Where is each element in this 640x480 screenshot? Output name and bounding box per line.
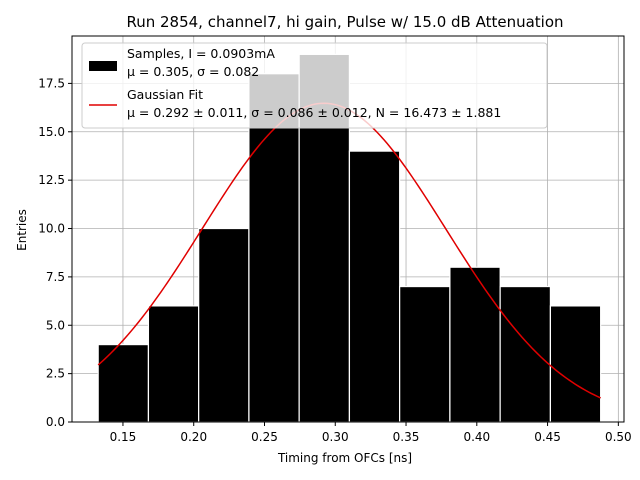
legend-samples-stats: μ = 0.305, σ = 0.082 [127,64,259,79]
legend-samples-swatch [89,61,117,71]
chart-title: Run 2854, channel7, hi gain, Pulse w/ 15… [126,13,563,31]
x-tick-label-6: 0.45 [534,430,561,444]
histogram-bar-6 [399,285,451,423]
y-tick-label-3: 7.5 [46,270,65,284]
x-axis-ticks: 0.15 0.20 0.25 0.30 0.35 0.40 0.45 0.50 [110,422,632,444]
legend: Samples, I = 0.0903mA μ = 0.305, σ = 0.0… [81,42,548,129]
y-tick-label-6: 15.0 [38,125,65,139]
x-tick-label-1: 0.20 [180,430,207,444]
histogram-bar-3 [248,73,300,423]
x-tick-label-3: 0.30 [322,430,349,444]
histogram-bar-9 [549,305,602,423]
legend-box [81,42,548,129]
histogram-bar-8 [499,285,551,423]
y-axis-ticks: 0.0 2.5 5.0 7.5 10.0 12.5 15.0 17.5 [38,76,72,429]
y-tick-label-1: 2.5 [46,367,65,381]
x-tick-label-0: 0.15 [110,430,137,444]
x-tick-label-5: 0.40 [463,430,490,444]
y-axis-label: Entries [15,209,29,251]
histogram-bar-5 [348,150,401,423]
y-tick-label-0: 0.0 [46,415,65,429]
y-tick-label-2: 5.0 [46,318,65,332]
legend-fit-stats: μ = 0.292 ± 0.011, σ = 0.086 ± 0.012, N … [127,105,501,120]
legend-fit-label: Gaussian Fit [127,87,203,102]
y-tick-label-5: 12.5 [38,173,65,187]
y-tick-label-4: 10.0 [38,222,65,236]
legend-samples-label: Samples, I = 0.0903mA [127,46,275,61]
x-tick-label-7: 0.50 [605,430,632,444]
histogram-bar-1 [147,305,200,423]
y-tick-label-7: 17.5 [38,76,65,90]
histogram-bar-0 [97,344,150,423]
histogram-bar-7 [449,266,501,423]
x-axis-label: Timing from OFCs [ns] [277,451,412,465]
x-tick-label-4: 0.35 [393,430,420,444]
histogram-bar-2 [198,227,250,423]
x-tick-label-2: 0.25 [251,430,278,444]
